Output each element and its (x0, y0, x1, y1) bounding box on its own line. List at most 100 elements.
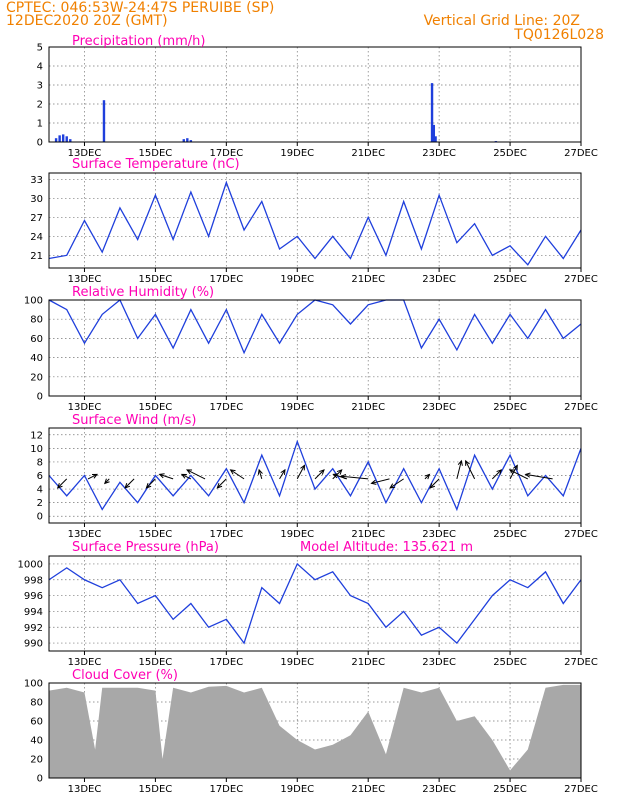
wind-vector-head (424, 473, 431, 480)
x-tick-label: 19DEC (280, 274, 314, 285)
y-tick-label: 40 (30, 353, 43, 364)
wind-vector-shaft (181, 473, 192, 480)
wind-vector-head (92, 473, 99, 479)
wind-vector-shaft (429, 478, 440, 489)
precip-bar (69, 139, 72, 142)
x-tick-label: 23DEC (422, 274, 456, 285)
x-tick-label: 23DEC (422, 784, 456, 795)
wind-vector-shaft (341, 475, 369, 480)
wind-vector-head (180, 473, 187, 479)
y-tick-label: 0 (37, 512, 43, 523)
x-tick-label: 15DEC (139, 148, 173, 159)
wind-vector-shaft (186, 469, 206, 480)
wind-vector-head (124, 483, 131, 489)
wind-vector (87, 473, 99, 480)
y-tick-label: 0 (37, 392, 43, 403)
wind-vector-shaft (87, 473, 98, 480)
x-tick-label: 27DEC (564, 657, 598, 668)
panel-title: Relative Humidity (%) (72, 285, 214, 300)
y-tick-label: 4 (37, 485, 43, 496)
wind-vector (429, 478, 440, 489)
wind-vector-head (512, 464, 518, 471)
wind-vector (103, 478, 110, 485)
x-tick-label: 27DEC (564, 529, 598, 540)
header-station: CPTEC: 046:53W-24:47S PERUIBE (SP) (6, 0, 274, 16)
y-tick-label: 2 (37, 100, 43, 111)
y-tick-label: 2 (37, 498, 43, 509)
x-tick-label: 15DEC (139, 402, 173, 413)
panel-4: 990 992 994 996 998 1000 13DEC 15DEC 17DEC 19DEC 2… (18, 540, 598, 668)
y-tick-label: 8 (37, 457, 43, 468)
x-tick-label: 17DEC (209, 657, 243, 668)
x-tick-label: 15DEC (139, 529, 173, 540)
x-tick-label: 19DEC (280, 784, 314, 795)
panel-3: 0 2 4 6 8 10 12 13DEC 15DEC 17DEC 19DEC 21DEC 23DEC 2… (30, 413, 598, 540)
panel-frame (48, 427, 582, 524)
x-tick-label: 21DEC (351, 657, 385, 668)
series-line-4 (48, 562, 582, 645)
wind-vector-shaft (159, 473, 174, 480)
wind-vector-shaft (57, 478, 68, 489)
y-tick-label: 994 (24, 607, 43, 618)
wind-vector-head (56, 483, 63, 489)
series-line-2 (48, 298, 582, 355)
wind-vector (186, 469, 206, 480)
y-tick-label: 1000 (18, 559, 43, 570)
wind-vector-head (340, 474, 347, 480)
panel-frame (48, 555, 582, 652)
wind-vector (524, 472, 553, 480)
y-tick-label: 998 (24, 575, 43, 586)
y-tick-label: 3 (37, 81, 43, 92)
y-tick-label: 1 (37, 119, 43, 130)
precip-bar (432, 124, 436, 142)
x-tick-label: 27DEC (564, 784, 598, 795)
wind-vector-shaft (389, 478, 404, 489)
wind-vector (370, 478, 390, 485)
wind-vector-head (186, 469, 193, 475)
x-tick-label: 15DEC (139, 657, 173, 668)
wind-vector-head (103, 478, 110, 485)
wind-vector-head (257, 468, 263, 475)
wind-vector-shaft (258, 469, 263, 480)
precip-bar (54, 138, 58, 142)
wind-vector-head (524, 472, 531, 478)
x-tick-label: 13DEC (68, 657, 102, 668)
x-tick-label: 13DEC (68, 148, 102, 159)
precip-bar (430, 83, 434, 142)
x-tick-label: 15DEC (139, 274, 173, 285)
y-tick-label: 60 (30, 334, 43, 345)
x-tick-label: 23DEC (422, 402, 456, 413)
wind-vector-head (370, 479, 377, 485)
y-tick-label: 80 (30, 698, 43, 709)
wind-vector (145, 478, 156, 489)
panel-frame (48, 299, 582, 397)
header-vertical-grid: Vertical Grid Line: 20Z (424, 13, 580, 29)
wind-vector-shaft (124, 478, 135, 489)
precip-bar (61, 134, 65, 142)
panel-5: 0 20 40 60 80 100 13DEC 15DEC 17DEC 19DEC 21DEC 23D… (24, 668, 598, 795)
x-tick-label: 27DEC (564, 402, 598, 413)
x-tick-label: 21DEC (351, 274, 385, 285)
wind-vector (229, 469, 245, 480)
y-tick-label: 24 (30, 232, 43, 243)
precip-bar (102, 100, 106, 142)
x-tick-label: 21DEC (351, 402, 385, 413)
wind-vector-head (336, 469, 343, 475)
panel-frame (48, 172, 582, 269)
wind-vector-shaft (465, 460, 476, 480)
y-tick-label: 20 (30, 372, 43, 383)
x-tick-label: 23DEC (422, 529, 456, 540)
wind-vector (158, 473, 174, 480)
precip-bar (58, 135, 61, 142)
wind-vector-head (216, 483, 223, 489)
model-altitude-label: Model Altitude: 135.621 m (300, 540, 473, 555)
wind-vector-shaft (525, 473, 553, 480)
y-tick-label: 20 (30, 755, 43, 766)
y-tick-label: 6 (37, 471, 43, 482)
y-tick-label: 996 (24, 591, 43, 602)
x-tick-label: 17DEC (209, 402, 243, 413)
wind-vector-head (465, 459, 470, 466)
wind-vector-shaft (146, 478, 156, 489)
